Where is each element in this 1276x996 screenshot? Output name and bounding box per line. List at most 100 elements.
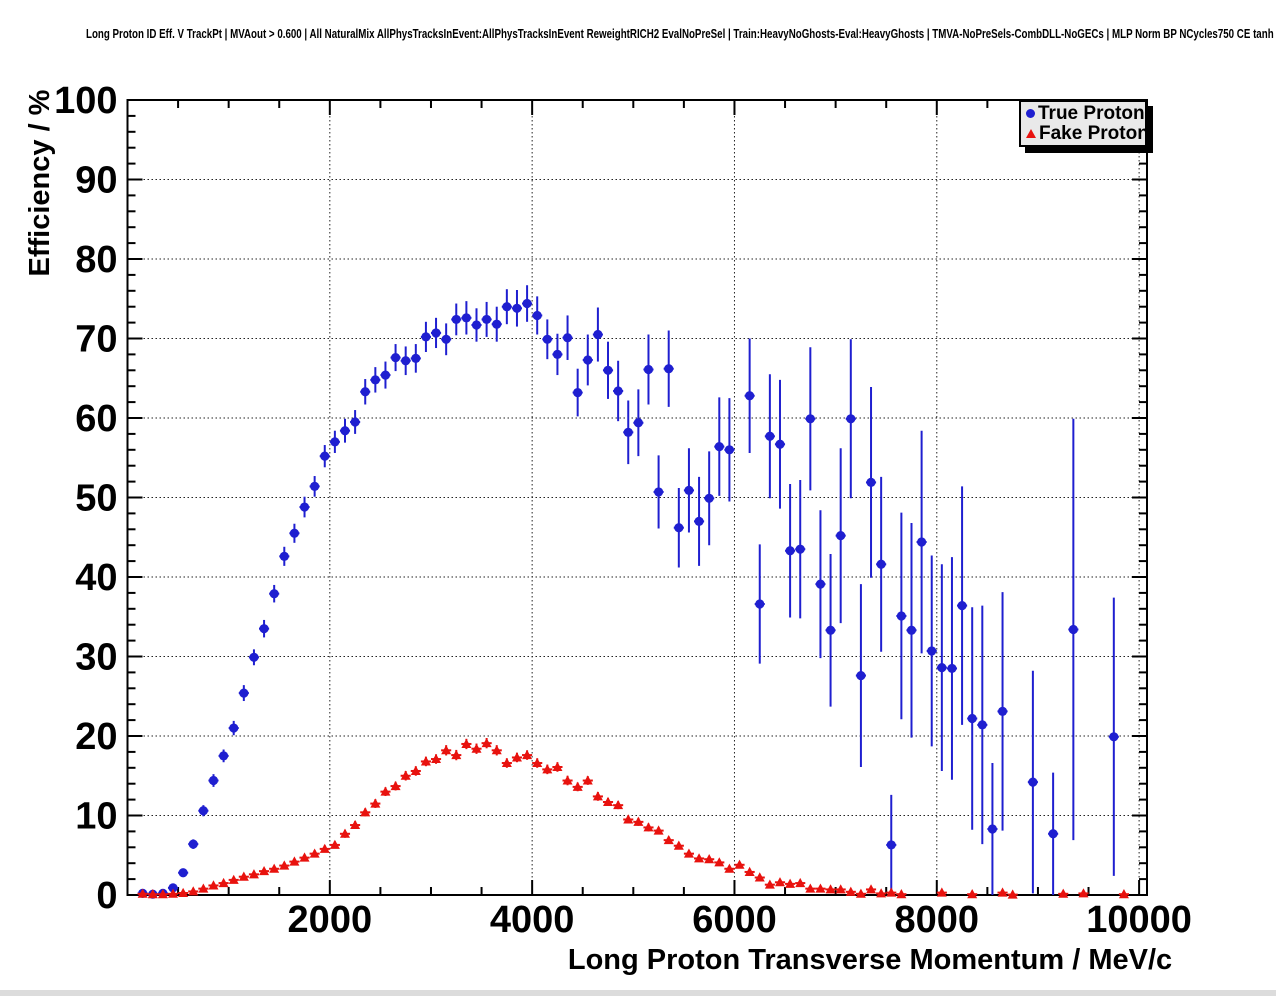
data-point-fake-proton — [805, 883, 816, 893]
data-point-true-proton — [704, 493, 714, 503]
x-tick-label: 6000 — [692, 899, 777, 941]
data-point-true-proton — [239, 688, 249, 698]
legend-label-true-proton: True Proton — [1038, 102, 1145, 124]
data-point-true-proton — [967, 713, 977, 724]
data-point-true-proton — [947, 663, 957, 674]
data-point-true-proton — [603, 365, 613, 375]
legend-box: True Proton Fake Proton — [1019, 100, 1149, 147]
data-point-fake-proton — [147, 889, 158, 899]
data-point-fake-proton — [269, 863, 280, 873]
y-tick-label: 100 — [54, 80, 117, 122]
data-point-fake-proton — [208, 880, 219, 890]
y-axis-title-wrap: Efficiency / % — [24, 33, 56, 333]
data-point-fake-proton — [188, 886, 199, 896]
data-point-fake-proton — [855, 888, 866, 898]
data-point-true-proton — [653, 487, 664, 497]
y-tick-label: 10 — [75, 796, 117, 838]
y-tick-label: 20 — [75, 716, 117, 758]
data-point-true-proton — [512, 303, 522, 313]
data-point-true-proton — [229, 723, 239, 733]
data-point-true-proton — [219, 751, 229, 761]
data-point-true-proton — [765, 431, 775, 441]
y-tick-label: 0 — [96, 875, 117, 917]
data-point-true-proton — [755, 599, 765, 609]
data-point-true-proton — [299, 502, 310, 512]
data-point-true-proton — [471, 320, 482, 330]
data-point-fake-proton — [744, 866, 755, 876]
y-axis-title: Efficiency / % — [24, 89, 56, 277]
data-point-true-proton — [492, 319, 502, 329]
data-point-true-proton — [198, 806, 208, 816]
data-point-fake-proton — [552, 761, 563, 772]
data-point-true-proton — [522, 298, 532, 309]
data-point-fake-proton — [663, 834, 674, 845]
data-point-fake-proton — [997, 887, 1008, 897]
data-point-fake-proton — [420, 756, 431, 766]
data-point-fake-proton — [785, 878, 796, 888]
data-point-fake-proton — [451, 749, 462, 760]
data-point-true-proton — [370, 375, 380, 385]
x-tick-label: 10000 — [1086, 899, 1192, 941]
data-point-fake-proton — [683, 848, 694, 858]
data-point-fake-proton — [1118, 889, 1129, 899]
data-point-true-proton — [542, 334, 552, 344]
data-point-fake-proton — [238, 871, 249, 881]
data-point-fake-proton — [279, 860, 290, 870]
data-point-true-proton — [208, 775, 219, 786]
data-point-true-proton — [269, 589, 279, 599]
data-point-fake-proton — [1007, 889, 1018, 899]
data-point-true-proton — [532, 310, 542, 321]
data-point-true-proton — [906, 625, 917, 635]
plot-frame — [126, 99, 1148, 896]
data-point-fake-proton — [198, 883, 209, 893]
data-point-true-proton — [330, 437, 340, 447]
data-point-fake-proton — [461, 738, 472, 748]
data-point-true-proton — [1048, 829, 1058, 839]
legend-label-fake-proton: Fake Proton — [1039, 123, 1149, 145]
canvas-bottom-edge — [0, 990, 1276, 996]
data-point-true-proton — [633, 418, 643, 428]
data-point-fake-proton — [360, 807, 371, 817]
grid-lines — [127, 100, 1147, 895]
data-point-fake-proton — [471, 743, 482, 753]
data-point-true-proton — [552, 349, 563, 359]
data-point-fake-proton — [380, 786, 391, 796]
data-point-fake-proton — [542, 764, 553, 774]
data-point-fake-proton — [511, 752, 522, 762]
y-tick-label: 50 — [75, 478, 117, 520]
x-axis-title: Long Proton Transverse Momentum / MeV/c — [567, 944, 1173, 976]
series-fake-proton — [137, 737, 1129, 899]
data-point-fake-proton — [339, 828, 350, 838]
y-tick-label: 30 — [75, 637, 117, 679]
data-point-fake-proton — [299, 852, 310, 862]
data-point-true-proton — [997, 706, 1008, 716]
data-point-true-proton — [815, 579, 826, 589]
data-point-true-proton — [411, 353, 421, 363]
data-point-fake-proton — [764, 879, 775, 889]
data-point-true-proton — [390, 352, 401, 363]
data-point-true-proton — [987, 824, 998, 834]
data-point-true-proton — [593, 329, 603, 340]
data-point-true-proton — [694, 516, 704, 526]
data-point-true-proton — [836, 531, 846, 541]
data-point-fake-proton — [501, 757, 512, 768]
data-point-true-proton — [562, 333, 573, 343]
data-point-fake-proton — [613, 799, 624, 810]
data-point-true-proton — [866, 477, 876, 487]
data-point-true-proton — [876, 559, 886, 569]
data-point-true-proton — [421, 332, 431, 342]
data-point-fake-proton — [673, 840, 684, 850]
data-point-fake-proton — [491, 745, 502, 755]
data-point-fake-proton — [248, 869, 259, 879]
data-point-fake-proton — [441, 745, 452, 755]
data-point-true-proton — [573, 387, 583, 398]
data-point-fake-proton — [866, 884, 877, 894]
data-point-true-proton — [745, 391, 755, 401]
x-tick-label: 4000 — [490, 899, 575, 941]
data-point-fake-proton — [329, 839, 340, 849]
data-point-true-proton — [249, 652, 259, 662]
data-point-fake-proton — [400, 770, 411, 780]
data-point-fake-proton — [1058, 888, 1069, 898]
data-point-fake-proton — [137, 888, 148, 898]
data-point-true-proton — [279, 551, 289, 561]
